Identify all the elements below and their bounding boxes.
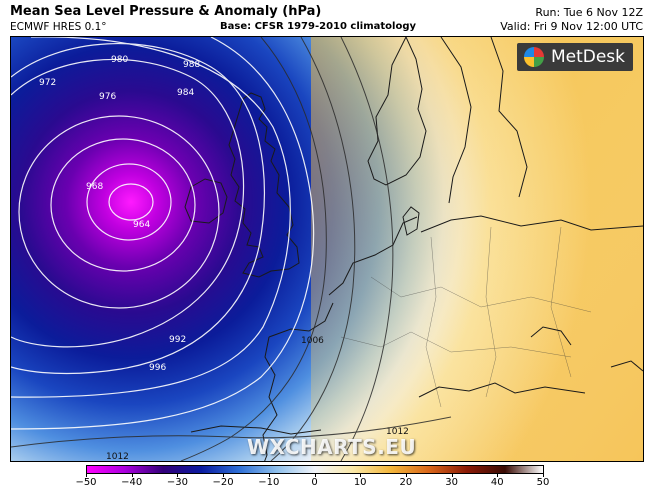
colorbar-tick-label: 30	[445, 477, 458, 488]
pressure-map: 972 980 988 976 984 968 964 992 996 1006 1012 1012 …	[10, 36, 644, 462]
climatology-base-label: Base: CFSR 1979-2010 climatology	[220, 21, 417, 32]
colorbar-tick	[131, 474, 133, 477]
colorbar-tick-label: 50	[536, 477, 550, 488]
isobar-label: 972	[39, 78, 56, 88]
isobar-label: 1012	[386, 427, 409, 437]
colorbar-tick-label: −20	[212, 477, 234, 488]
chart-title: Mean Sea Level Pressure & Anomaly (hPa)	[10, 4, 322, 19]
colorbar-tick-label: −50	[75, 477, 97, 488]
metdesk-logo: MetDesk	[516, 43, 633, 71]
colorbar-tick	[543, 474, 544, 477]
wxcharts-watermark: WXCHARTS.EU	[247, 435, 417, 459]
contour-labels: 972 980 988 976 984 968 964 992 996 1006 1012 1012	[39, 55, 409, 461]
isobar-label: 980	[111, 55, 128, 65]
colorbar-tick-label: 40	[490, 477, 504, 488]
run-time-label: Run: Tue 6 Nov 12Z	[535, 6, 643, 19]
coastlines	[184, 37, 643, 461]
colorbar-tick	[360, 474, 362, 477]
colorbar-tick-label: 0	[311, 477, 318, 488]
isobar-label: 968	[86, 182, 103, 192]
colorbar-tick	[86, 474, 87, 477]
colorbar-tick	[497, 474, 499, 477]
valid-time-label: Valid: Fri 9 Nov 12:00 UTC	[500, 20, 643, 33]
isobar-label: 996	[149, 363, 166, 373]
model-label: ECMWF HRES 0.1°	[10, 21, 107, 33]
colorbar-tick-label: −40	[121, 477, 143, 488]
isobar-label: 1012	[106, 452, 129, 461]
colorbar-tick	[451, 474, 453, 477]
isobar-label: 992	[169, 335, 186, 345]
isobar-label: 1006	[301, 336, 324, 346]
colorbar-tick-label: −10	[258, 477, 280, 488]
isobar-label: 964	[133, 220, 150, 230]
map-canvas: 972 980 988 976 984 968 964 992 996 1006 1012 1012	[11, 37, 643, 461]
isobars	[11, 37, 315, 430]
metdesk-pinwheel-icon	[523, 47, 544, 67]
isobar-label: 988	[183, 60, 200, 70]
colorbar-tick-label: 20	[399, 477, 413, 488]
colorbar-tick	[314, 474, 316, 477]
colorbar-tick	[223, 474, 225, 477]
anomaly-colorbar	[86, 465, 544, 474]
isobar-label: 976	[99, 92, 116, 102]
isobars-outer	[11, 37, 452, 461]
borders	[340, 226, 592, 408]
metdesk-logo-text: MetDesk	[550, 47, 625, 67]
colorbar-tick	[177, 474, 179, 477]
isobar-label: 984	[177, 88, 194, 98]
colorbar-tick	[405, 474, 407, 477]
colorbar-tick	[268, 474, 270, 477]
colorbar-tick-label: −30	[166, 477, 188, 488]
colorbar-tick-label: 10	[353, 477, 367, 488]
